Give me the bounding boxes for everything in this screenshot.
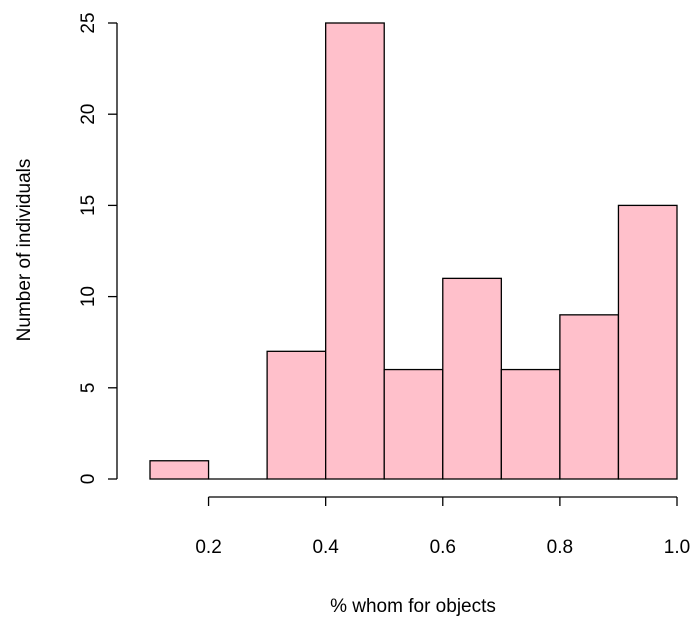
- y-tick-label-2: 10: [78, 286, 99, 307]
- y-tick-label-4: 20: [78, 104, 99, 125]
- y-tick-label-5: 25: [78, 12, 99, 33]
- x-axis-title: % whom for objects: [330, 596, 496, 617]
- x-tick-label-2: 0.6: [430, 537, 456, 558]
- x-tick-label-0: 0.2: [195, 537, 221, 558]
- bars-group: [149, 22, 678, 480]
- x-tick-label-4: 1.0: [664, 537, 690, 558]
- x-axis: 0.2 0.4 0.6 0.8 1.0: [195, 496, 690, 558]
- y-axis: 0 5 10 15 20 25: [78, 12, 118, 485]
- y-tick-label-0: 0: [78, 474, 99, 485]
- histogram-bar-5: [442, 277, 502, 480]
- histogram-bar-0: [149, 460, 210, 480]
- histogram-bar-3: [325, 22, 385, 480]
- y-tick-label-1: 5: [78, 383, 99, 394]
- y-tick-label-3: 15: [78, 195, 99, 216]
- histogram-bar-8: [617, 204, 678, 480]
- x-tick-label-3: 0.8: [547, 537, 573, 558]
- x-tick-label-1: 0.4: [312, 537, 339, 558]
- histogram-bar-4: [383, 368, 444, 480]
- histogram-bar-6: [500, 368, 561, 480]
- histogram-bar-7: [559, 314, 620, 480]
- histogram-bar-2: [266, 350, 327, 480]
- y-axis-title: Number of individuals: [14, 159, 35, 342]
